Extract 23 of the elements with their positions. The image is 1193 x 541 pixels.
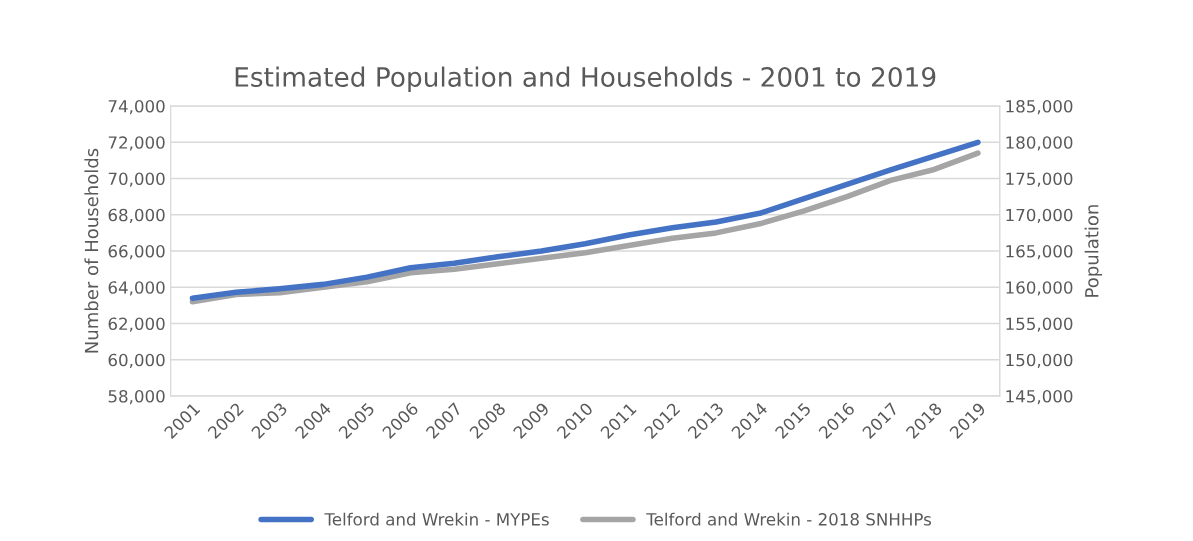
y-tick-label: 60,000 (108, 353, 165, 369)
y2-axis-title: Population (1084, 205, 1103, 297)
legend-label: Telford and Wrekin - 2018 SNHHPs (646, 512, 932, 526)
y2-tick-label: 180,000 (1006, 136, 1073, 151)
y2-tick-label: 165,000 (1006, 244, 1073, 260)
y-tick-label: 66,000 (108, 244, 165, 260)
y2-tick-label: 170,000 (1006, 208, 1073, 224)
y2-tick-label: 150,000 (1006, 353, 1073, 369)
y-tick-label: 62,000 (108, 317, 165, 332)
y-tick-label: 68,000 (108, 208, 165, 224)
y-tick-label: 70,000 (108, 172, 165, 187)
y-tick-label: 74,000 (108, 100, 165, 115)
y-tick-label: 72,000 (108, 136, 165, 151)
y-tick-label: 58,000 (108, 389, 165, 405)
y-axis-title: Number of Households (84, 148, 99, 353)
chart-title: Estimated Population and Households - 2001 to 2019 (235, 66, 936, 93)
y2-tick-label: 185,000 (1006, 100, 1073, 115)
legend-label: Telford and Wrekin - MYPEs (324, 512, 549, 526)
y2-tick-label: 175,000 (1006, 172, 1073, 187)
y2-tick-label: 160,000 (1006, 281, 1073, 296)
y2-tick-label: 155,000 (1006, 317, 1073, 332)
y2-tick-label: 145,000 (1006, 389, 1073, 405)
y-tick-label: 64,000 (108, 281, 165, 296)
